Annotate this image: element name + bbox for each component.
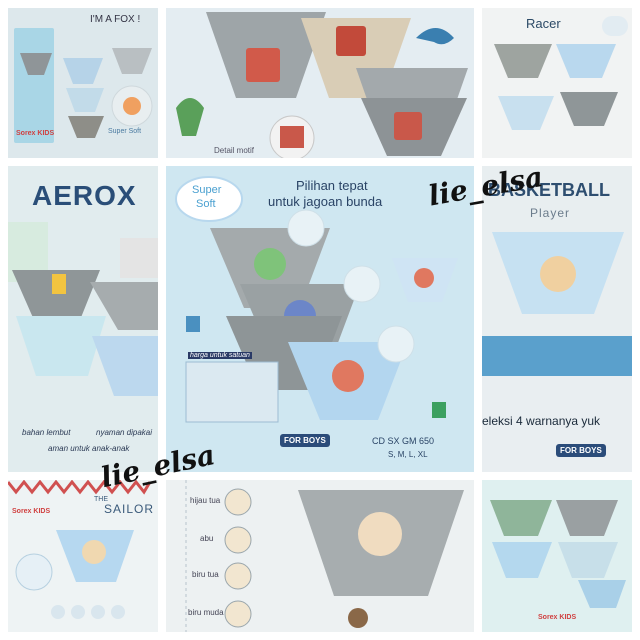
fox-product-photo <box>14 28 153 143</box>
collage-tile-racer: Racer <box>482 8 632 158</box>
collage-tile-aerox: AEROX bahan lembut nyaman dipakai aman u… <box>8 166 158 472</box>
collage-tile-basketball: BASKETBALL Player eleksi 4 warnanya yuk … <box>482 166 632 472</box>
fox-title: I'M A FOX ! <box>90 14 141 25</box>
racer-product-photo <box>494 16 628 130</box>
main-sizes: S, M, L, XL <box>388 450 428 459</box>
colors-product-photo <box>185 480 464 632</box>
basketball-title-1: BASKETBALL <box>488 180 610 200</box>
main-product-photo <box>185 209 458 423</box>
basketball-title-2: Player <box>530 206 571 220</box>
sailor-title-2: SAILOR <box>104 502 155 516</box>
aerox-title: AEROX <box>32 180 137 211</box>
basketball-product-photo <box>482 232 632 472</box>
main-for-boys: FOR BOYS <box>280 434 330 447</box>
collage-tile-mix: Sorex KIDS <box>482 480 632 632</box>
color-option-2: abu <box>200 534 214 543</box>
collage-tile-main: Super Soft Pilihan tepat untuk jagoan bu… <box>166 166 474 472</box>
collage-tile-sailor: THE SAILOR Sorex KIDS <box>8 480 158 632</box>
aerox-feature-2: nyaman dipakai <box>96 428 153 437</box>
mix-product-photo <box>490 500 626 608</box>
soft-badge-cloud <box>175 176 243 222</box>
color-option-3: biru tua <box>192 570 219 579</box>
ship-caption: Detail motif <box>214 146 255 155</box>
mix-brand: Sorex KIDS <box>538 614 577 621</box>
basketball-banner: eleksi 4 warnanya yuk <box>482 414 601 428</box>
aerox-feature-3: aman untuk anak-anak <box>48 444 130 453</box>
sailor-product-photo <box>8 480 152 619</box>
collage-tile-ship: Detail motif <box>166 8 474 158</box>
sailor-title-1: THE <box>94 496 108 503</box>
aerox-product-photo <box>8 222 158 396</box>
main-pack-label: harga untuk satuan <box>188 352 252 359</box>
aerox-feature-1: bahan lembut <box>22 428 71 437</box>
collage-tile-fox: I'M A FOX ! Super Soft Sorex KIDS <box>8 8 158 158</box>
main-product-code: CD SX GM 650 <box>372 436 435 446</box>
fox-brand: Sorex KIDS <box>16 130 55 137</box>
color-option-4: biru muda <box>188 608 224 617</box>
color-option-1: hijau tua <box>190 496 221 505</box>
sailor-brand: Sorex KIDS <box>12 508 51 515</box>
collage-tile-colors: hijau tua abu biru tua biru muda <box>166 480 474 632</box>
main-headline-1: Pilihan tepat <box>296 178 368 193</box>
racer-title: Racer <box>526 16 561 31</box>
ship-product-photo <box>176 12 468 158</box>
main-headline-2: untuk jagoan bunda <box>268 194 383 209</box>
basketball-for-boys: FOR BOYS <box>556 444 606 457</box>
fox-badge: Super Soft <box>108 128 142 135</box>
main-badge-top: Super <box>192 184 222 196</box>
main-badge-bottom: Soft <box>196 198 216 210</box>
